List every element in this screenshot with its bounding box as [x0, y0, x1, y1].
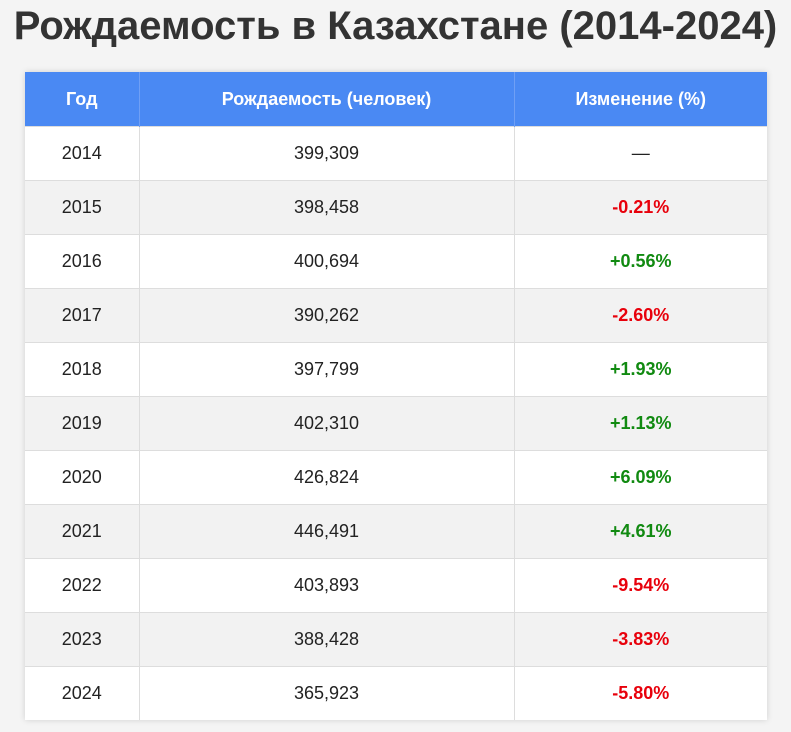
cell-year: 2022	[25, 558, 140, 613]
cell-change: +4.61%	[514, 504, 767, 559]
table-row: 2021 446,491 +4.61%	[25, 504, 767, 559]
cell-births: 398,458	[139, 180, 515, 235]
page-title: Рождаемость в Казахстане (2014-2024)	[13, 4, 778, 48]
births-table-container: Год Рождаемость (человек) Изменение (%) …	[25, 72, 767, 720]
table-body: 2014 399,309—2015 398,458 -0.21% 2016 400,694…	[25, 126, 767, 720]
cell-change: -2.60%	[514, 288, 767, 343]
table-row: 2017 390,262 -2.60%	[25, 288, 767, 343]
cell-births: 446,491	[139, 504, 515, 559]
cell-year: 2024	[25, 666, 140, 720]
cell-births: 390,262	[139, 288, 515, 343]
cell-change: -3.83%	[514, 612, 767, 667]
cell-change: +6.09%	[514, 450, 767, 505]
table-row: 2018 397,799 +1.93%	[25, 342, 767, 397]
table-row: 2024 365,923 -5.80%	[25, 666, 767, 720]
births-table: Год Рождаемость (человек) Изменение (%) …	[25, 72, 767, 720]
cell-births: 403,893	[139, 558, 515, 613]
table-row: 2014 399,309—	[25, 126, 767, 181]
cell-year: 2023	[25, 612, 140, 667]
table-row: 2016 400,694 +0.56%	[25, 234, 767, 289]
cell-change: -0.21%	[514, 180, 767, 235]
cell-change: +1.13%	[514, 396, 767, 451]
cell-year: 2015	[25, 180, 140, 235]
header-year: Год	[25, 72, 140, 127]
header-births: Рождаемость (человек)	[139, 72, 515, 127]
cell-year: 2017	[25, 288, 140, 343]
cell-year: 2019	[25, 396, 140, 451]
cell-change: +0.56%	[514, 234, 767, 289]
cell-change: -5.80%	[514, 666, 767, 720]
cell-births: 365,923	[139, 666, 515, 720]
table-row: 2020 426,824 +6.09%	[25, 450, 767, 505]
cell-change: -9.54%	[514, 558, 767, 613]
cell-year: 2018	[25, 342, 140, 397]
cell-change: +1.93%	[514, 342, 767, 397]
cell-year: 2021	[25, 504, 140, 559]
table-row: 2019 402,310 +1.13%	[25, 396, 767, 451]
cell-year: 2016	[25, 234, 140, 289]
table-header-row: Год Рождаемость (человек) Изменение (%)	[25, 72, 767, 127]
cell-year: 2020	[25, 450, 140, 505]
header-change: Изменение (%)	[514, 72, 767, 127]
table-row: 2023 388,428 -3.83%	[25, 612, 767, 667]
cell-births: 400,694	[139, 234, 515, 289]
cell-births: 388,428	[139, 612, 515, 667]
cell-births: 397,799	[139, 342, 515, 397]
table-row: 2022 403,893 -9.54%	[25, 558, 767, 613]
cell-births: 426,824	[139, 450, 515, 505]
cell-births: 399,309	[139, 126, 515, 181]
cell-births: 402,310	[139, 396, 515, 451]
table-row: 2015 398,458 -0.21%	[25, 180, 767, 235]
cell-change: —	[514, 126, 767, 181]
cell-year: 2014	[25, 126, 140, 181]
